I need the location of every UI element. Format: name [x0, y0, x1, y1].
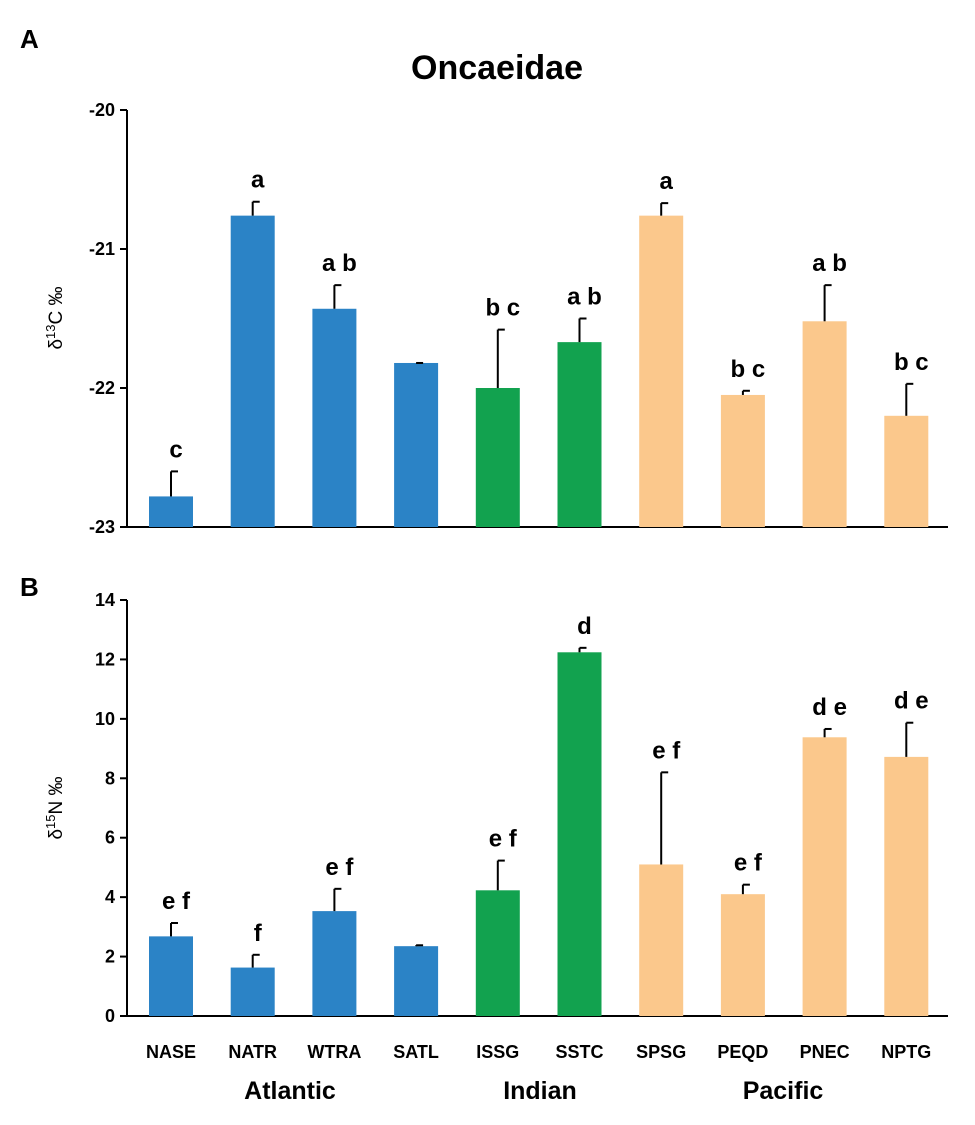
bar-a-spsg [639, 215, 684, 527]
chart-panel-b: 0 2 4 6 8 10 12 14 e f NASE f NATR e f WTRA SATL e f ISS… [95, 590, 948, 1062]
figure-title: Oncaeidae [411, 49, 583, 87]
bar-b-spsg [639, 864, 684, 1016]
region-label-pacific: Pacific [743, 1077, 824, 1105]
significance-label-b: e f [652, 737, 681, 764]
significance-label-a: b c [485, 295, 520, 322]
x-tick-label-satl: SATL [393, 1042, 439, 1062]
y-tick-label-a: -23 [89, 517, 115, 537]
significance-label-b: d e [812, 694, 847, 721]
bar-a-peqd [720, 394, 765, 527]
bar-b-nase [149, 936, 193, 1016]
bar-a-natr [230, 215, 275, 527]
bar-a-sstc [557, 342, 602, 527]
region-label-atlantic: Atlantic [244, 1077, 336, 1105]
x-tick-label-nase: NASE [146, 1042, 196, 1062]
y-tick-label-b: 0 [105, 1006, 115, 1026]
bar-a-satl [394, 362, 439, 527]
bar-b-satl [394, 946, 439, 1016]
y-tick-label-b: 2 [105, 947, 115, 967]
bar-a-pnec [802, 321, 847, 527]
chart-panel-a: -23 -22 -21 -20 c a a b b c a b a b c a b b c [89, 100, 948, 537]
significance-label-b: d [577, 613, 592, 640]
x-tick-label-wtra: WTRA [307, 1042, 361, 1062]
y-tick-label-a: -21 [89, 239, 115, 259]
significance-label-a: b c [894, 349, 929, 376]
bar-b-sstc [557, 652, 602, 1016]
region-label-indian: Indian [503, 1077, 577, 1105]
x-tick-label-spsg: SPSG [636, 1042, 686, 1062]
y-axis-label-b: δ15N ‰ [43, 776, 67, 839]
panel-label-a: A [20, 24, 39, 54]
x-tick-label-issg: ISSG [476, 1042, 519, 1062]
significance-label-b: e f [489, 826, 518, 853]
bar-a-nptg [884, 415, 929, 527]
x-tick-label-pnec: PNEC [800, 1042, 850, 1062]
y-tick-label-b: 10 [95, 709, 115, 729]
x-tick-label-peqd: PEQD [717, 1042, 768, 1062]
significance-label-b: e f [162, 888, 191, 915]
significance-label-a: a [660, 168, 674, 195]
bar-b-natr [230, 967, 275, 1016]
y-tick-label-b: 14 [95, 590, 115, 610]
significance-label-b: d e [894, 688, 929, 715]
y-tick-label-b: 12 [95, 649, 115, 669]
bar-a-nase [149, 496, 193, 527]
y-tick-label-b: 6 [105, 828, 115, 848]
significance-label-b: e f [325, 854, 354, 881]
bar-b-wtra [312, 911, 357, 1016]
x-tick-label-natr: NATR [228, 1042, 277, 1062]
significance-label-a: a b [322, 250, 357, 277]
bar-b-pnec [802, 737, 847, 1016]
y-axis-label-a: δ13C ‰ [43, 286, 67, 349]
x-tick-label-sstc: SSTC [555, 1042, 603, 1062]
significance-label-a: c [169, 436, 182, 463]
x-tick-label-nptg: NPTG [881, 1042, 931, 1062]
significance-label-b: e f [734, 850, 763, 877]
bar-b-nptg [884, 756, 929, 1016]
y-tick-label-b: 4 [105, 887, 115, 907]
significance-label-a: a [251, 167, 265, 194]
bar-a-issg [475, 388, 520, 527]
bar-b-peqd [720, 894, 765, 1016]
significance-label-a: a b [812, 250, 847, 277]
bar-a-wtra [312, 308, 357, 527]
y-tick-label-a: -20 [89, 100, 115, 120]
panel-label-b: B [20, 572, 39, 602]
y-tick-label-b: 8 [105, 768, 115, 788]
y-tick-label-a: -22 [89, 378, 115, 398]
bar-b-issg [475, 890, 520, 1016]
significance-label-b: f [254, 920, 263, 947]
significance-label-a: a b [567, 284, 602, 311]
significance-label-a: b c [731, 356, 766, 383]
